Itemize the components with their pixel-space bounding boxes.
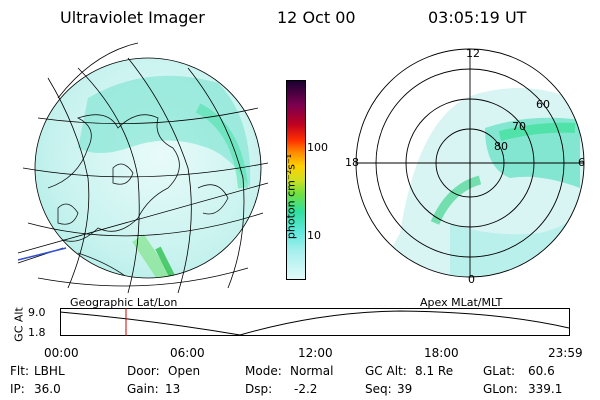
glat-value: 60.6 bbox=[528, 364, 555, 378]
mode-label: Mode: bbox=[245, 364, 282, 378]
timeline-plot bbox=[59, 308, 570, 336]
colorbar bbox=[286, 80, 306, 280]
timeline-xtick-1200: 12:00 bbox=[298, 346, 333, 360]
timeline-xtick-0600: 06:00 bbox=[170, 346, 205, 360]
mlt-label-0: 0 bbox=[468, 273, 475, 286]
dsp-value: -2.2 bbox=[294, 382, 318, 396]
flt-value: LBHL bbox=[34, 364, 65, 378]
timeline-xtick-0000: 00:00 bbox=[44, 346, 79, 360]
geographic-image bbox=[17, 42, 269, 294]
mlt-label-18: 18 bbox=[345, 156, 359, 169]
lat-label-70: 70 bbox=[512, 120, 526, 133]
colorbar-tick-100: 100 bbox=[307, 141, 328, 154]
polar-plot bbox=[355, 48, 585, 278]
date-label: 12 Oct 00 bbox=[277, 8, 356, 27]
ip-value: 36.0 bbox=[34, 382, 61, 396]
lat-label-80: 80 bbox=[494, 140, 508, 153]
flt-label: Flt: bbox=[10, 364, 29, 378]
gain-label: Gain: bbox=[127, 382, 159, 396]
door-value: Open bbox=[168, 364, 201, 378]
colorbar-unit-label: photon cm⁻²s⁻¹ bbox=[284, 153, 298, 240]
glon-value: 339.1 bbox=[528, 382, 563, 396]
timeline-axis-label: GC Alt bbox=[12, 307, 26, 342]
mlt-label-6: 6 bbox=[578, 156, 585, 169]
time-label: 03:05:19 UT bbox=[428, 8, 527, 27]
seq-label: Seq: bbox=[365, 382, 392, 396]
glat-label: GLat: bbox=[483, 364, 516, 378]
timeline-ytick-1-8: 1.8 bbox=[28, 326, 46, 339]
gcalt-value: 8.1 Re bbox=[415, 364, 454, 378]
colorbar-tick-10: 10 bbox=[307, 229, 321, 242]
glon-label: GLon: bbox=[483, 382, 518, 396]
gain-value: 13 bbox=[165, 382, 181, 396]
timeline-ytick-9: 9.0 bbox=[28, 306, 46, 319]
gcalt-label: GC Alt: bbox=[365, 364, 407, 378]
door-label: Door: bbox=[127, 364, 160, 378]
app-title: Ultraviolet Imager bbox=[60, 8, 205, 27]
seq-value: 39 bbox=[397, 382, 413, 396]
geographic-panel-label: Geographic Lat/Lon bbox=[70, 296, 178, 309]
lat-label-60: 60 bbox=[536, 98, 550, 111]
ip-label: IP: bbox=[10, 382, 25, 396]
mlt-label-12: 12 bbox=[466, 47, 480, 60]
timeline-xtick-2359: 23:59 bbox=[548, 346, 583, 360]
apex-panel-label: Apex MLat/MLT bbox=[420, 296, 503, 309]
timeline-xtick-1800: 18:00 bbox=[424, 346, 459, 360]
dsp-label: Dsp: bbox=[245, 382, 273, 396]
mode-value: Normal bbox=[290, 364, 334, 378]
